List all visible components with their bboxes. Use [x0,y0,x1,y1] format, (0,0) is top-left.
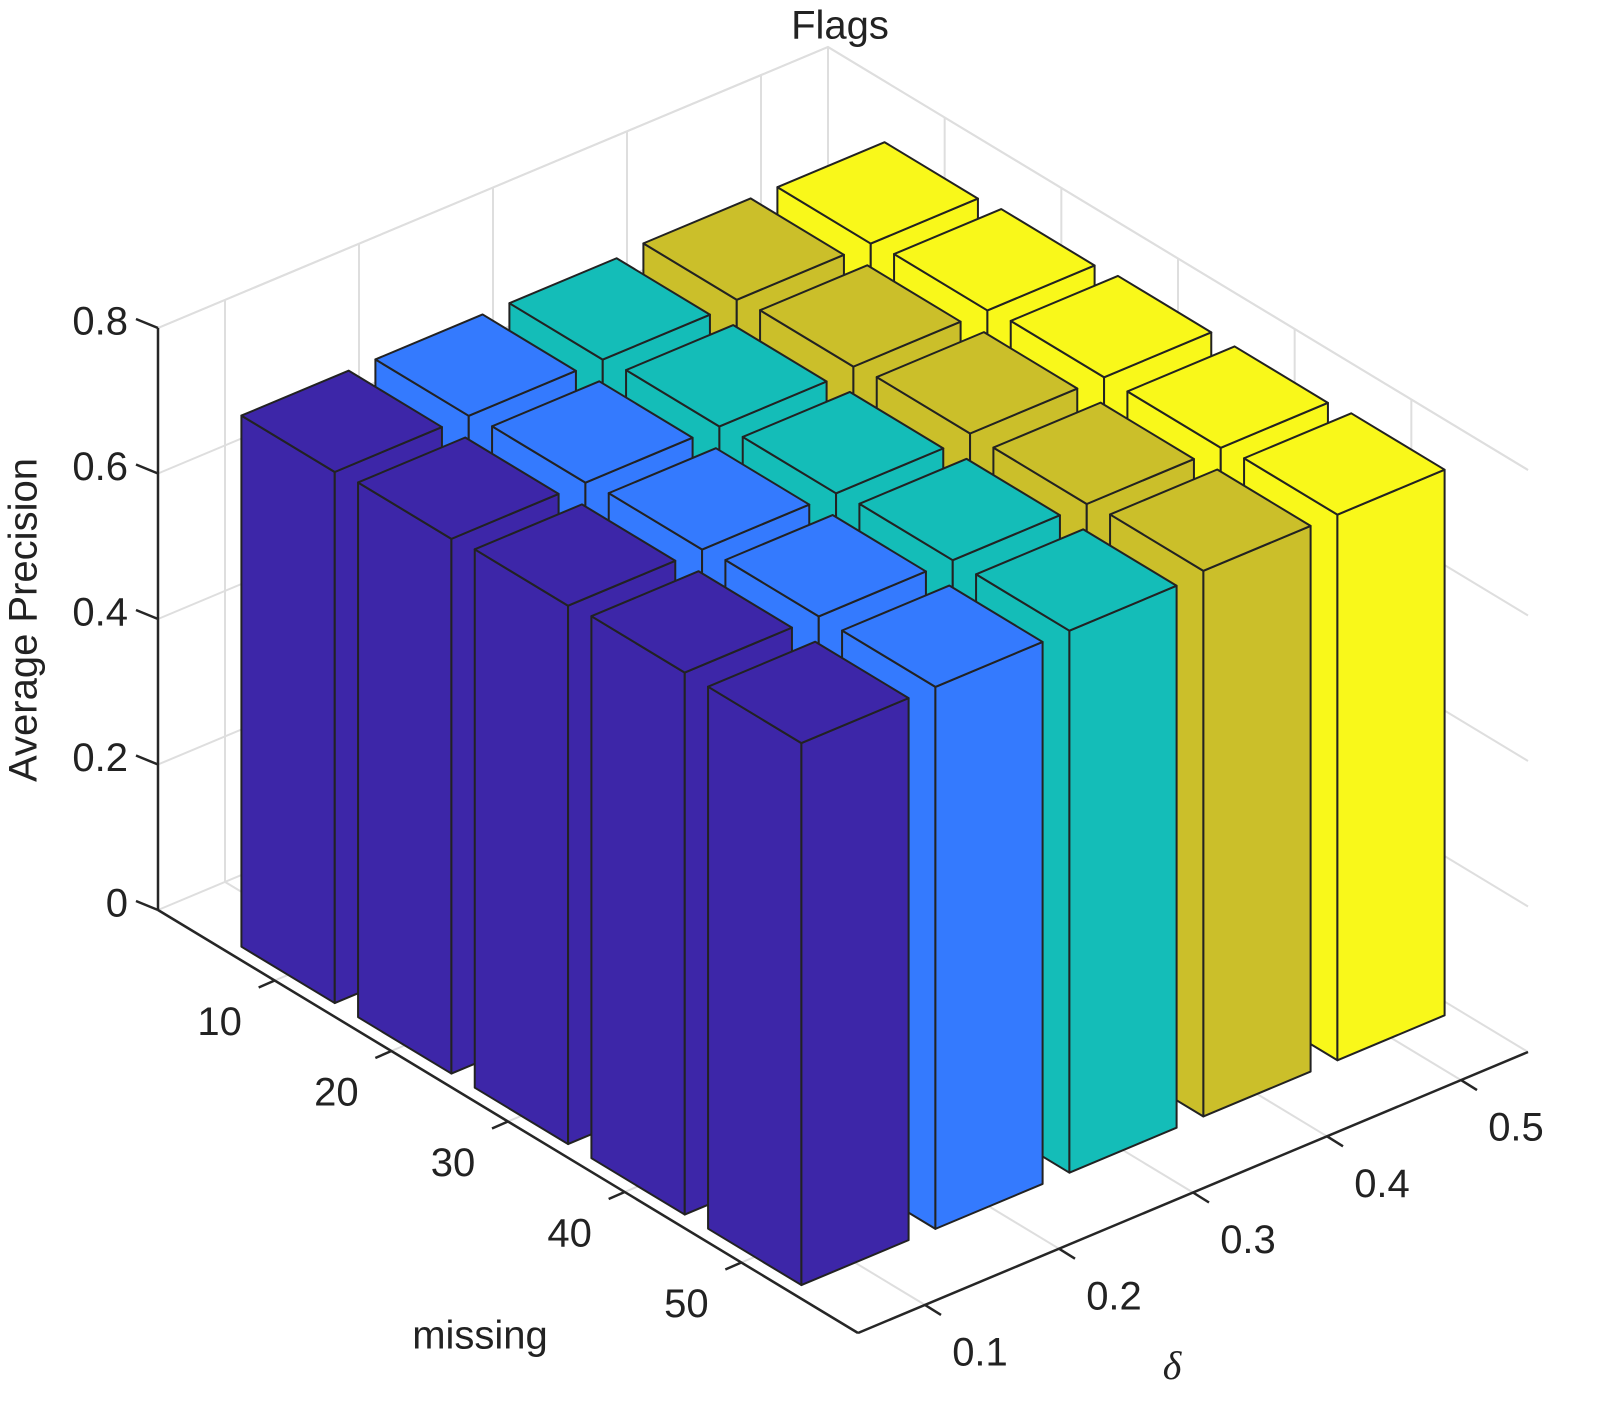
bar-top [724,514,927,618]
bar-top [1009,274,1213,379]
bar-side [473,548,570,1146]
z-tick [135,463,159,475]
bar-top [707,640,910,745]
x-tick [374,1049,392,1060]
y-tick [1460,1079,1478,1092]
bar-top [759,264,962,368]
x-tick-label: 10 [197,1000,242,1044]
z-tick [135,754,159,766]
x-tick [724,1261,742,1271]
y-axis-label: δ [1163,1343,1183,1388]
y-tick [1058,1247,1076,1260]
bar-front [800,697,910,1287]
bar-front [934,640,1044,1230]
bar-top [992,401,1195,505]
y-tick-label: 0.2 [1086,1274,1142,1318]
x-tick [258,979,276,989]
z-axis-label: Average Precision [2,458,46,782]
bar-top [875,331,1079,435]
bar-top [858,457,1061,562]
bar-top [357,436,560,540]
bar-side [240,414,336,1005]
bar-top [741,390,945,495]
x-tick-label: 40 [547,1212,592,1256]
bar-side [357,481,453,1075]
bar-top [607,447,811,551]
z-tick-label: 0.4 [72,591,128,635]
y-tick-label: 0.4 [1354,1162,1410,1206]
y-tick-label: 0.3 [1220,1218,1276,1262]
z-tick-label: 0.2 [72,736,128,780]
bar-top [1243,412,1446,516]
y-tick [924,1303,942,1316]
z-tick-label: 0 [106,882,128,926]
bar-top [374,313,577,417]
box-edge [157,45,1529,471]
x-tick [608,1190,626,1201]
bar-top [893,208,1096,312]
z-tick-label: 0.8 [72,300,128,344]
y-tick [1326,1135,1344,1148]
x-tick [491,1120,509,1130]
bar-side [590,615,686,1216]
z-tick [135,317,159,330]
bar-top [975,528,1178,632]
bar-top [590,570,793,674]
bar-top [841,584,1044,688]
bar-top [642,197,845,301]
y-tick-label: 0.5 [1488,1106,1544,1150]
bar-top [473,503,677,607]
z-tick [135,608,159,621]
bar-top [625,324,828,428]
bar-side [707,685,803,1287]
x-tick-label: 20 [314,1071,359,1115]
bar-front [1202,524,1312,1118]
bar-front [1068,584,1178,1174]
bar-top [1109,468,1312,572]
bar-top [776,141,979,245]
bar-front [1336,468,1446,1062]
bar-top [240,369,443,474]
x-axis-label: missing [412,1314,548,1358]
z-tick-label: 0.6 [72,445,128,489]
chart-title: Flags [791,4,889,48]
y-tick [1192,1191,1210,1204]
x-tick-label: 50 [664,1282,709,1326]
bar-top [491,380,694,484]
bar-top [508,257,711,361]
bar-top [1126,345,1329,449]
z-tick [135,899,159,912]
x-tick-label: 30 [431,1141,476,1185]
y-tick-label: 0.1 [952,1330,1008,1374]
